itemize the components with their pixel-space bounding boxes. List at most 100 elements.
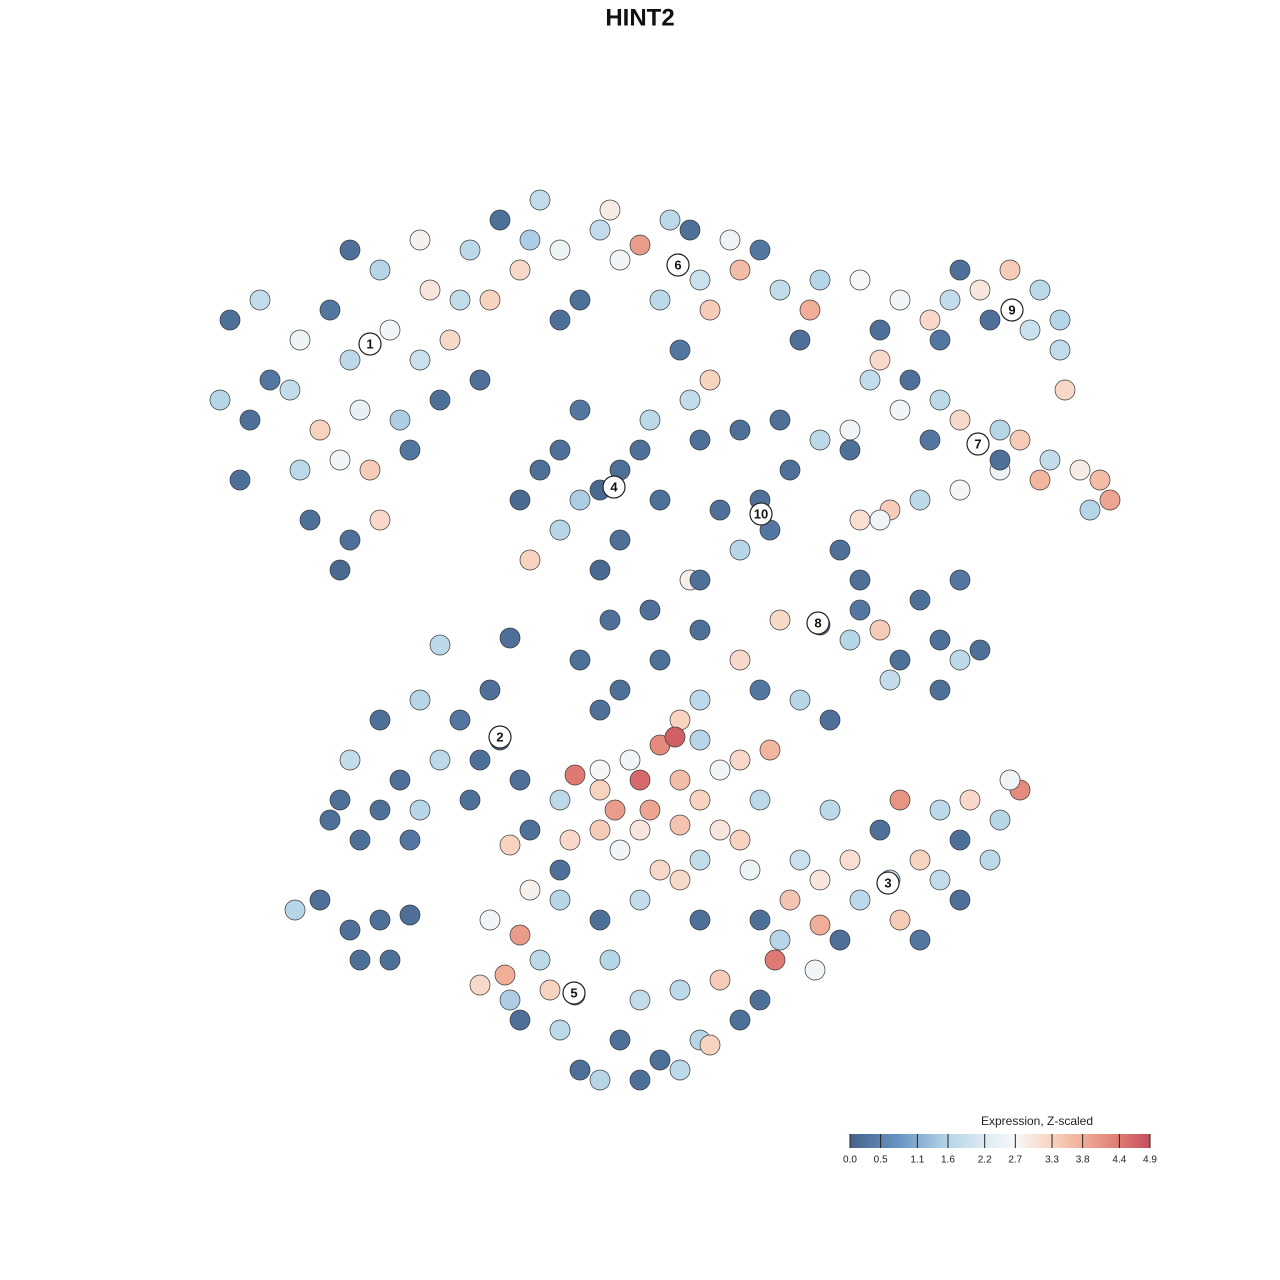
point xyxy=(589,1069,611,1091)
point xyxy=(909,849,931,871)
point xyxy=(519,879,541,901)
point xyxy=(929,679,951,701)
colorbar-gradient xyxy=(850,1134,1150,1148)
point xyxy=(909,589,931,611)
cluster-label: 8 xyxy=(814,615,821,630)
point xyxy=(519,549,541,571)
point xyxy=(279,379,301,401)
point xyxy=(849,569,871,591)
point xyxy=(569,1059,591,1081)
cluster-badge xyxy=(749,502,773,526)
point xyxy=(319,299,341,321)
point xyxy=(949,889,971,911)
point xyxy=(549,519,571,541)
point xyxy=(949,569,971,591)
point xyxy=(764,949,786,971)
point xyxy=(804,959,826,981)
point xyxy=(509,489,531,511)
point xyxy=(249,289,271,311)
point xyxy=(1089,469,1111,491)
point xyxy=(929,869,951,891)
point xyxy=(329,449,351,471)
point xyxy=(929,329,951,351)
colorbar-tick-label: 4.9 xyxy=(1143,1155,1157,1166)
cluster-badge xyxy=(806,611,830,635)
point xyxy=(349,829,371,851)
point xyxy=(989,809,1011,831)
point xyxy=(649,649,671,671)
point xyxy=(889,649,911,671)
point xyxy=(849,599,871,621)
point xyxy=(589,819,611,841)
point xyxy=(629,234,651,256)
cluster-label: 1 xyxy=(366,336,373,351)
point xyxy=(429,389,451,411)
point xyxy=(839,849,861,871)
point xyxy=(809,429,831,451)
point xyxy=(469,749,491,771)
point xyxy=(399,439,421,461)
colorbar-tick-label: 3.3 xyxy=(1045,1155,1059,1166)
point xyxy=(1049,339,1071,361)
point xyxy=(419,279,441,301)
point xyxy=(609,249,631,271)
point xyxy=(259,369,281,391)
cluster-badge xyxy=(876,871,900,895)
point xyxy=(509,924,531,946)
point xyxy=(889,289,911,311)
point xyxy=(1039,449,1061,471)
point xyxy=(659,209,681,231)
point xyxy=(959,789,981,811)
point xyxy=(729,539,751,561)
point xyxy=(589,219,611,241)
point xyxy=(999,259,1021,281)
point xyxy=(589,909,611,931)
cluster-label: 7 xyxy=(974,436,981,451)
point xyxy=(929,799,951,821)
point xyxy=(769,609,791,631)
point xyxy=(284,899,306,921)
point xyxy=(819,799,841,821)
point xyxy=(979,309,1001,331)
point xyxy=(329,789,351,811)
point xyxy=(519,819,541,841)
point xyxy=(499,627,521,649)
point xyxy=(379,949,401,971)
point xyxy=(819,709,841,731)
point xyxy=(629,989,651,1011)
point xyxy=(669,814,691,836)
point xyxy=(379,319,401,341)
cluster-label: 2 xyxy=(496,729,503,744)
point xyxy=(919,309,941,331)
point xyxy=(909,489,931,511)
point xyxy=(739,859,761,881)
point xyxy=(509,769,531,791)
colorbar-tick-label: 2.2 xyxy=(978,1155,992,1166)
point xyxy=(709,819,731,841)
cluster-badge xyxy=(488,725,512,749)
point xyxy=(729,649,751,671)
point xyxy=(999,769,1021,791)
point xyxy=(889,789,911,811)
point xyxy=(219,309,241,331)
point xyxy=(409,799,431,821)
point xyxy=(629,819,651,841)
point xyxy=(409,229,431,251)
point xyxy=(929,389,951,411)
point xyxy=(439,329,461,351)
point xyxy=(339,529,361,551)
point xyxy=(639,599,661,621)
point xyxy=(1069,459,1091,481)
point xyxy=(289,459,311,481)
point xyxy=(359,459,381,481)
point xyxy=(839,439,861,461)
colorbar-tick-label: 4.4 xyxy=(1112,1155,1126,1166)
point xyxy=(869,819,891,841)
point xyxy=(609,839,631,861)
point xyxy=(849,269,871,291)
point xyxy=(389,409,411,431)
point xyxy=(699,299,721,321)
point xyxy=(369,799,391,821)
point xyxy=(399,829,421,851)
point xyxy=(629,769,651,791)
